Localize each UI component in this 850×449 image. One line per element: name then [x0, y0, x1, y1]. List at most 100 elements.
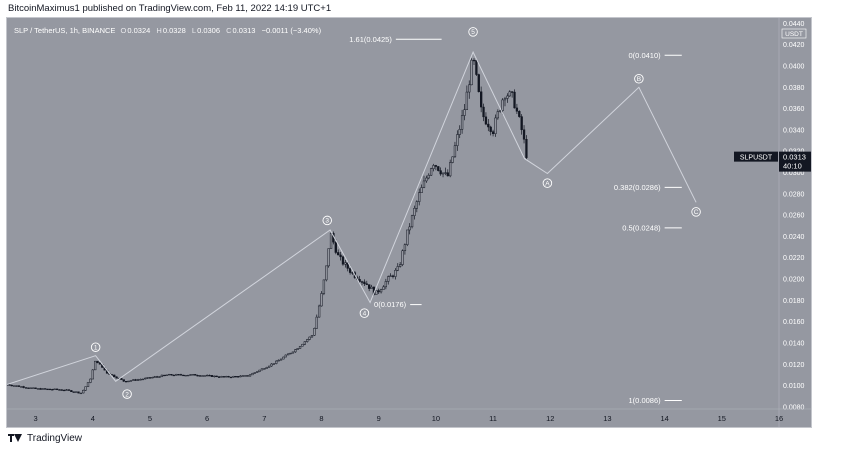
candle-body [365, 283, 368, 285]
candle [15, 385, 18, 387]
candle-body [506, 95, 509, 99]
symbol-title[interactable]: SLP / TetherUS, 1h, BINANCE [14, 26, 116, 35]
candle [334, 238, 337, 255]
wave-label-circle [359, 308, 370, 318]
candle-body [472, 59, 476, 62]
candle [127, 380, 130, 383]
candle-body [74, 391, 78, 393]
candle-body [227, 376, 230, 378]
time-tick-label: 10 [432, 414, 440, 423]
candle-body [248, 374, 252, 377]
price-tick-label: 0.0400 [783, 63, 805, 70]
candle [39, 387, 42, 390]
candle [420, 184, 423, 193]
candle [363, 279, 366, 286]
wave-label-circle [634, 73, 644, 84]
candle-body [198, 375, 202, 377]
candle-body [458, 129, 461, 135]
candle-body [139, 379, 142, 381]
candle [170, 374, 173, 376]
candle [41, 388, 44, 390]
candle [86, 382, 90, 387]
candle [482, 103, 485, 122]
candle-body [413, 208, 416, 216]
candle-body [89, 378, 92, 383]
footer[interactable]: TradingView [8, 431, 82, 445]
footer-brand[interactable]: TradingView [27, 432, 83, 444]
axis-currency-box [781, 28, 807, 39]
candle-body [113, 374, 116, 378]
price-tick-label: 0.0180 [783, 298, 805, 305]
candle [251, 372, 254, 376]
candle [487, 119, 490, 132]
wave-label-text: 1 [94, 345, 98, 352]
candle-body [408, 226, 411, 231]
low-label: L [191, 26, 197, 35]
candle-body [217, 376, 221, 378]
fib-level-label: 0(0.0410) [629, 51, 662, 60]
wave-line [7, 50, 697, 385]
candle [484, 112, 488, 126]
candle [141, 378, 144, 381]
price-tick-label: 0.0220 [783, 255, 805, 262]
wave-label-text: 5 [471, 29, 475, 36]
candle [472, 58, 476, 66]
candle-body [287, 353, 290, 356]
candle [53, 388, 56, 390]
candle [12, 385, 16, 387]
candle [339, 251, 342, 261]
time-axis: 3 4 5 6 7 8 9 10 11 12 13 14 15 16 [7, 408, 811, 423]
candle [279, 358, 283, 361]
candle [215, 375, 218, 378]
candle-body [480, 91, 483, 108]
candle-body [301, 343, 304, 347]
candle [313, 327, 316, 336]
candle-body [196, 375, 199, 377]
candle [413, 205, 416, 220]
high-label: H [156, 26, 162, 35]
candle-body [348, 268, 352, 273]
chart-frame[interactable]: 1.61(0.0425) 0(0.0410) 0.382(0.0286) 0.5(0.… [6, 17, 812, 428]
candle-body [489, 126, 492, 132]
candle [510, 91, 514, 98]
candle [301, 343, 304, 347]
time-tick-label: 9 [377, 414, 381, 423]
candle-body [451, 156, 454, 163]
candle [234, 375, 237, 378]
candle-body [175, 374, 178, 376]
candle-body [358, 279, 361, 282]
candle [377, 288, 380, 295]
candle [79, 392, 83, 395]
candle-body [470, 59, 473, 86]
candle [506, 93, 509, 103]
candle [389, 273, 392, 277]
candle [84, 386, 87, 391]
candle [51, 388, 54, 391]
chart-svg[interactable]: 1.61(0.0425) 0(0.0410) 0.382(0.0286) 0.5(0.… [7, 18, 811, 427]
candle-body [229, 376, 233, 379]
candle [470, 58, 473, 86]
candle [70, 390, 73, 392]
candle [94, 360, 97, 371]
candle-body [363, 281, 366, 284]
symbol-bar[interactable]: SLP / TetherUS, 1h, BINANCE O0.0324 H0.0… [14, 26, 325, 35]
candle-body [22, 386, 25, 388]
candle [175, 373, 178, 376]
candle-body [282, 356, 285, 360]
candle [451, 156, 454, 164]
price-tick-label: 0.0120 [783, 362, 805, 369]
wave-label-text: 3 [325, 218, 329, 225]
candle [322, 279, 326, 296]
candle [186, 374, 190, 377]
candle [89, 378, 92, 384]
candle-body [213, 375, 216, 378]
candle-body [189, 374, 192, 376]
last-price-countdown: 40:10 [783, 162, 802, 171]
candle [468, 80, 471, 99]
candle-body [513, 91, 516, 109]
candle [241, 375, 245, 377]
candle-body [308, 336, 311, 340]
candle [494, 114, 497, 137]
tradingview-logo-icon[interactable] [8, 433, 23, 443]
candle [453, 141, 457, 158]
